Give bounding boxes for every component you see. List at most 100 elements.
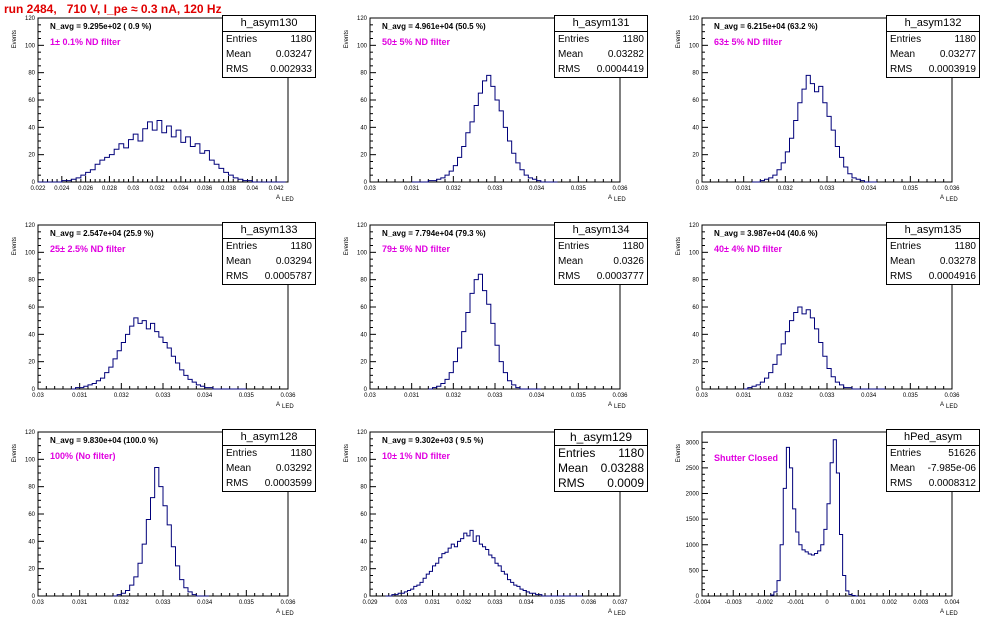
filter-label: 100% (No filter) — [50, 451, 116, 461]
stats-rms-label: RMS — [226, 478, 249, 489]
y-tick-label: 0 — [32, 387, 36, 393]
navg-label: N_avg = 2.547e+04 (25.9 %) — [50, 229, 154, 238]
y-tick-label: 120 — [25, 223, 36, 229]
x-tick-label: 0.03 — [696, 393, 708, 399]
stats-entries-label: Entries — [558, 446, 596, 460]
x-tick-label: 0.036 — [581, 600, 597, 606]
stats-box: h_asym134 Entries 1180 Mean 0.0326 RMS 0.00037… — [554, 222, 648, 285]
stats-mean-row: Mean 0.03294 — [223, 254, 315, 269]
stats-mean-row: Mean 0.03292 — [223, 461, 315, 476]
x-tick-label: 0.033 — [155, 600, 171, 606]
x-tick-label: 0.034 — [529, 393, 545, 399]
stats-box: h_asym131 Entries 1180 Mean 0.03282 RMS 0.0004… — [554, 15, 648, 78]
x-axis-title-subscript: LED — [946, 611, 958, 617]
stats-entries-row: Entries 1180 — [223, 446, 315, 461]
y-tick-label: 0 — [696, 180, 700, 186]
x-tick-label: 0.034 — [529, 186, 545, 192]
stats-mean-label: Mean — [558, 256, 584, 267]
x-tick-label: 0.036 — [944, 393, 960, 399]
x-tick-label: 0.03 — [395, 600, 407, 606]
y-tick-label: 120 — [357, 223, 368, 229]
y-tick-label: 60 — [360, 98, 367, 104]
x-tick-label: 0.034 — [519, 600, 535, 606]
x-tick-label: 0.029 — [362, 600, 378, 606]
y-tick-label: 1500 — [686, 517, 700, 523]
y-tick-label: 40 — [692, 332, 699, 338]
stats-histogram-name: h_asym129 — [555, 430, 647, 446]
y-tick-label: 20 — [28, 360, 35, 366]
x-tick-label: 0.033 — [487, 393, 503, 399]
stats-mean-value: 0.03282 — [607, 49, 644, 60]
stats-rms-value: 0.002933 — [270, 64, 312, 75]
stats-mean-row: Mean -7.985e-06 — [887, 461, 979, 476]
y-tick-label: 60 — [692, 305, 699, 311]
stats-entries-value: 1180 — [290, 448, 312, 459]
y-tick-label: 2500 — [686, 466, 700, 472]
stats-histogram-name: h_asym128 — [223, 430, 315, 446]
stats-entries-row: Entries 1180 — [555, 239, 647, 254]
y-tick-label: 80 — [360, 71, 367, 77]
stats-box: h_asym133 Entries 1180 Mean 0.03294 RMS 0.0005… — [222, 222, 316, 285]
y-tick-label: 80 — [360, 485, 367, 491]
stats-rms-label: RMS — [558, 271, 581, 282]
y-tick-label: 80 — [692, 71, 699, 77]
stats-histogram-name: h_asym135 — [887, 223, 979, 239]
y-tick-label: 100 — [689, 250, 700, 256]
stats-mean-row: Mean 0.03282 — [555, 47, 647, 62]
x-tick-label: 0.031 — [736, 393, 752, 399]
stats-entries-row: Entries 1180 — [555, 32, 647, 47]
y-tick-label: 20 — [360, 567, 367, 573]
x-axis-title: A — [608, 195, 612, 201]
x-axis-title-subscript: LED — [282, 197, 294, 203]
y-tick-label: 0 — [364, 387, 368, 393]
stats-entries-label: Entries — [890, 448, 922, 459]
x-tick-label: 0.036 — [197, 186, 213, 192]
x-tick-label: 0.036 — [944, 186, 960, 192]
x-tick-label: 0.032 — [150, 186, 166, 192]
stats-histogram-name: h_asym134 — [555, 223, 647, 239]
histogram-pad-h_asym133: 0.03 0.031 0.032 0.033 0.034 0.035 0.036 0 20 40 6… — [0, 207, 332, 414]
x-axis-title: A — [940, 195, 944, 201]
y-tick-label: 100 — [357, 457, 368, 463]
y-tick-label: 60 — [28, 512, 35, 518]
x-tick-label: 0.032 — [446, 186, 462, 192]
histogram-plot: 0.022 0.024 0.026 0.028 0.03 0.032 0.034 0.036 0… — [12, 16, 294, 203]
y-tick-label: 40 — [692, 125, 699, 131]
y-tick-label: 40 — [360, 332, 367, 338]
x-tick-label: 0.036 — [280, 393, 296, 399]
y-tick-label: 20 — [692, 153, 699, 159]
x-tick-label: 0.035 — [239, 600, 255, 606]
x-tick-label: 0.035 — [550, 600, 566, 606]
x-tick-label: 0.035 — [903, 186, 919, 192]
stats-mean-value: 0.03278 — [939, 256, 976, 267]
x-tick-label: 0.001 — [851, 600, 867, 606]
histogram-series — [38, 120, 286, 183]
y-tick-label: 40 — [360, 539, 367, 545]
histogram-plot: 0.03 0.031 0.032 0.033 0.034 0.035 0.036 0 20 40 6… — [676, 16, 960, 203]
x-tick-label: 0.028 — [102, 186, 118, 192]
stats-entries-label: Entries — [226, 241, 258, 252]
filter-label: 25± 2.5% ND filter — [50, 244, 126, 254]
x-tick-label: -0.001 — [787, 600, 805, 606]
x-tick-label: 0.031 — [72, 600, 88, 606]
stats-box: h_asym129 Entries 1180 Mean 0.03288 RMS 0.0009 — [554, 429, 648, 492]
x-tick-label: 0.033 — [819, 393, 835, 399]
stats-rms-row: RMS 0.0004916 — [887, 269, 979, 284]
stats-mean-label: Mean — [558, 461, 589, 475]
x-axis-title: A — [940, 402, 944, 408]
y-tick-label: 80 — [28, 278, 35, 284]
x-tick-label: -0.004 — [693, 600, 711, 606]
navg-label: N_avg = 9.830e+04 (100.0 %) — [50, 436, 158, 445]
histogram-plot: 0.03 0.031 0.032 0.033 0.034 0.035 0.036 0 20 40 6… — [344, 223, 628, 410]
stats-mean-value: 0.03277 — [939, 49, 976, 60]
x-tick-label: 0.033 — [487, 600, 503, 606]
y-tick-label: 40 — [28, 125, 35, 131]
y-tick-label: 20 — [28, 153, 35, 159]
stats-entries-row: Entries 51626 — [887, 446, 979, 461]
stats-rms-row: RMS 0.0003919 — [887, 62, 979, 77]
x-tick-label: 0.036 — [280, 600, 296, 606]
y-axis-title: Events — [12, 237, 18, 255]
stats-rms-label: RMS — [890, 271, 913, 282]
y-tick-label: 80 — [28, 485, 35, 491]
y-tick-label: 0 — [364, 594, 368, 600]
